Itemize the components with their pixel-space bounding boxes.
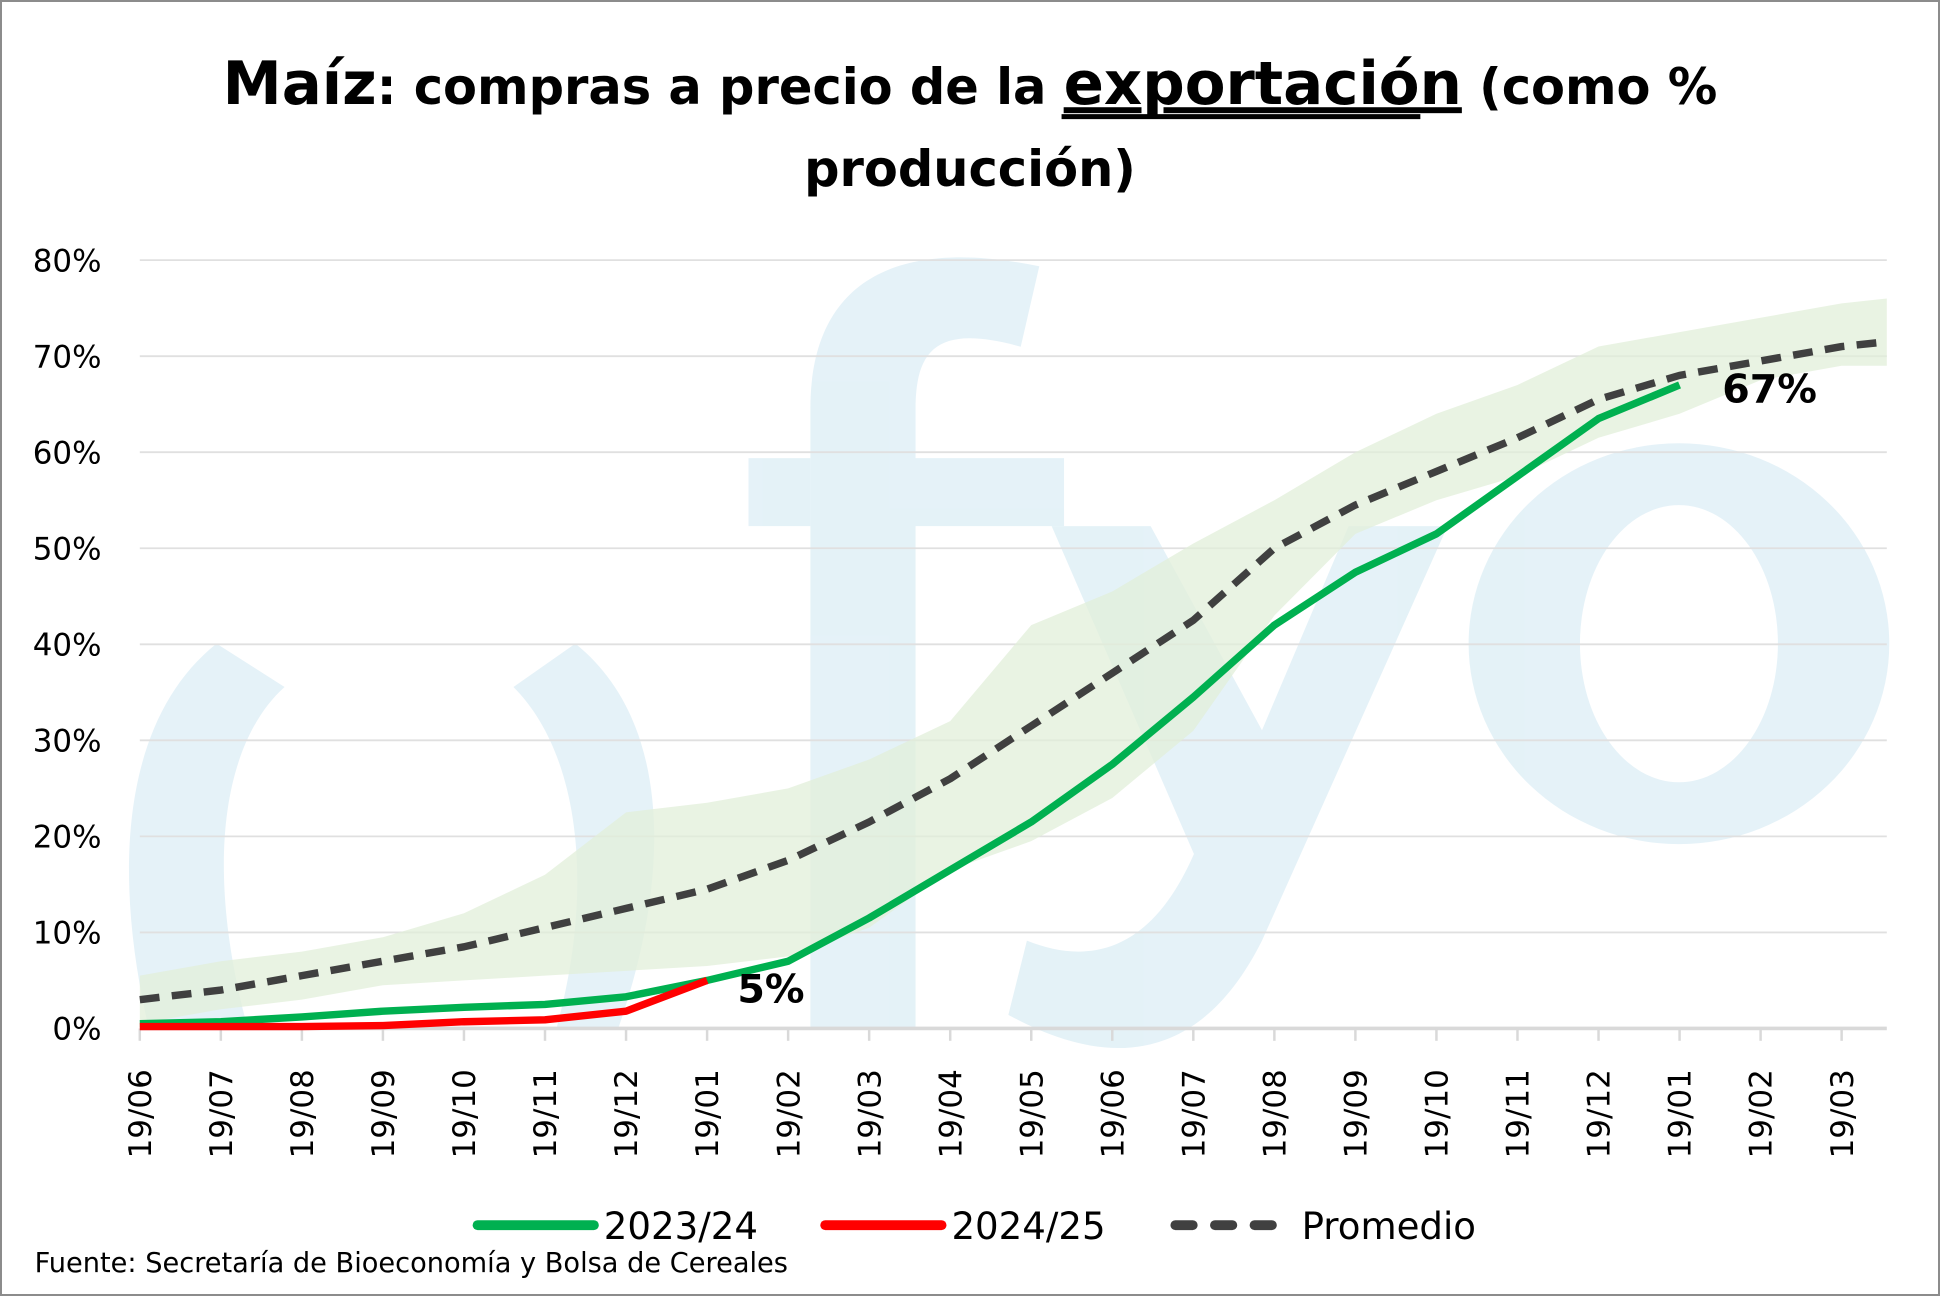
y-tick-label: 30%: [33, 723, 102, 759]
x-tick-label: 19/03: [852, 1069, 888, 1158]
annotation-67: 67%: [1722, 366, 1817, 412]
x-tick-label: 19/03: [1825, 1069, 1861, 1158]
x-tick-label: 19/02: [771, 1069, 807, 1158]
x-tick-label: 19/08: [1257, 1069, 1293, 1158]
x-tick-label: 19/05: [1014, 1069, 1050, 1158]
y-tick-label: 10%: [33, 916, 102, 952]
y-tick-label: 70%: [33, 339, 102, 375]
source-note: Fuente: Secretaría de Bioeconomía y Bols…: [35, 1248, 788, 1279]
x-tick-label: 19/12: [609, 1069, 645, 1158]
x-tick-label: 19/06: [123, 1069, 159, 1158]
legend-label-promedio: Promedio: [1302, 1205, 1476, 1248]
series-line-2024-25: [139, 976, 709, 1031]
x-tick-label: 19/01: [1663, 1069, 1699, 1158]
y-tick-label: 50%: [33, 531, 102, 567]
y-tick-label: 20%: [33, 820, 102, 856]
y-tick-label: 60%: [33, 435, 102, 471]
x-tick-label: 19/08: [285, 1069, 321, 1158]
series-line-promedio: [139, 338, 1888, 1004]
y-tick-label: 0%: [52, 1012, 101, 1048]
x-tick-label: 19/10: [1420, 1069, 1456, 1158]
x-tick-label: 19/02: [1744, 1069, 1780, 1158]
annotation-5: 5%: [737, 966, 804, 1012]
legend-label-2023-24: 2023/24: [604, 1205, 758, 1248]
chart-title-line1: Maíz: compras a precio de la exportación…: [223, 50, 1718, 119]
x-tick-label: 19/09: [1339, 1069, 1375, 1158]
chart-title-line2: producción): [804, 140, 1136, 198]
x-tick-label: 19/06: [1095, 1069, 1131, 1158]
x-tick-label: 19/11: [528, 1069, 564, 1158]
x-tick-label: 19/07: [1176, 1069, 1212, 1158]
legend-label-2024-25: 2024/25: [951, 1205, 1105, 1248]
x-tick-label: 19/01: [690, 1069, 726, 1158]
y-tick-label: 80%: [33, 243, 102, 279]
y-tick-label: 40%: [33, 627, 102, 663]
range-band: [139, 298, 1887, 1024]
x-tick-label: 19/04: [933, 1069, 969, 1158]
x-tick-label: 19/07: [204, 1069, 240, 1158]
x-tick-label: 19/10: [447, 1069, 483, 1158]
legend: 2023/24 2024/25 Promedio: [472, 1205, 1476, 1248]
x-tick-label: 19/11: [1501, 1069, 1537, 1158]
series-line-2023-24: [139, 381, 1681, 1028]
x-tick-label: 19/12: [1582, 1069, 1618, 1158]
x-tick-label: 19/09: [366, 1069, 402, 1158]
